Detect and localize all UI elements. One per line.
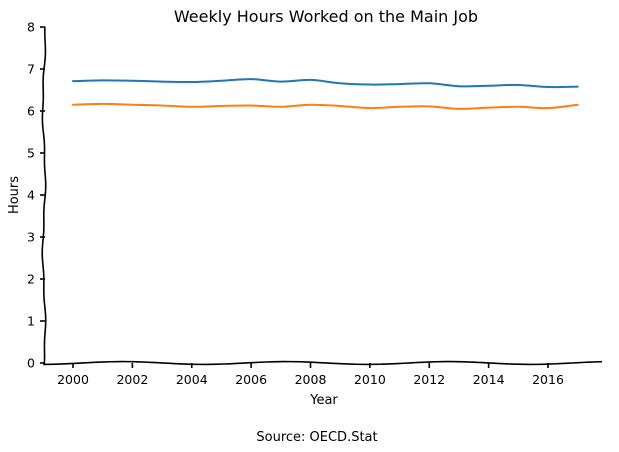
y-tick-label: 3 [27,230,35,245]
y-tick-label: 4 [27,188,35,203]
axes [41,26,603,366]
x-tick-label: 2014 [473,372,505,387]
y-axis-line [41,26,47,364]
y-tick-label: 6 [27,104,35,119]
y-tick-label: 2 [27,272,35,287]
x-tick-label: 2010 [354,372,386,387]
y-tick-label: 1 [27,314,35,329]
x-tick-label: 2012 [413,372,445,387]
source-note: Source: OECD.Stat [256,430,377,445]
chart-title: Weekly Hours Worked on the Main Job [174,7,478,26]
y-tick-label: 0 [27,356,35,371]
y-tick-label: 5 [27,146,35,161]
x-ticks: 2000 2002 2004 2006 2008 2010 2012 2014 2016 [57,363,564,387]
y-axis-label: Hours [7,176,22,214]
series-line-2 [72,102,579,110]
x-axis-line [43,360,603,366]
series-group [72,78,579,110]
y-ticks: 0 1 2 3 4 5 6 7 8 [27,20,45,371]
series-line-1 [72,78,579,89]
x-tick-label: 2006 [235,372,267,387]
x-tick-label: 2016 [532,372,564,387]
x-tick-label: 2008 [295,372,327,387]
y-tick-label: 8 [27,20,35,35]
y-tick-label: 7 [27,62,35,77]
x-tick-label: 2004 [176,372,208,387]
x-tick-label: 2000 [57,372,89,387]
x-axis-label: Year [309,393,338,408]
x-tick-label: 2002 [116,372,148,387]
